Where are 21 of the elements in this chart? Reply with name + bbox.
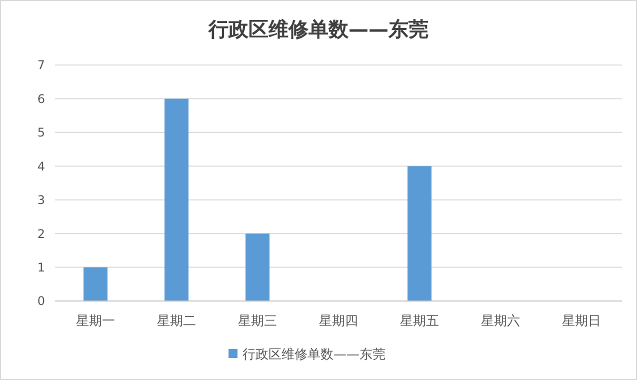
x-tick-label: 星期一 bbox=[76, 314, 115, 329]
y-tick-label: 7 bbox=[37, 58, 45, 72]
x-tick-label: 星期日 bbox=[562, 314, 601, 329]
x-tick-label: 星期四 bbox=[319, 314, 358, 329]
x-tick-label: 星期六 bbox=[481, 314, 520, 329]
y-tick-label: 1 bbox=[37, 260, 45, 274]
x-tick-label: 星期五 bbox=[400, 314, 439, 329]
y-tick-label: 0 bbox=[37, 294, 45, 308]
x-tick-label: 星期二 bbox=[157, 314, 196, 329]
chart-title: 行政区维修单数——东莞 bbox=[208, 17, 428, 41]
bar bbox=[246, 234, 270, 301]
y-tick-label: 6 bbox=[37, 92, 45, 106]
bar bbox=[164, 98, 188, 301]
legend-label: 行政区维修单数——东莞 bbox=[242, 348, 386, 363]
bar bbox=[84, 267, 108, 301]
y-tick-label: 2 bbox=[37, 226, 45, 241]
bar bbox=[408, 166, 432, 301]
y-tick-label: 3 bbox=[37, 193, 45, 208]
x-tick-label: 星期三 bbox=[238, 314, 277, 329]
y-tick-label: 4 bbox=[37, 159, 45, 174]
y-tick-label: 5 bbox=[37, 126, 45, 140]
